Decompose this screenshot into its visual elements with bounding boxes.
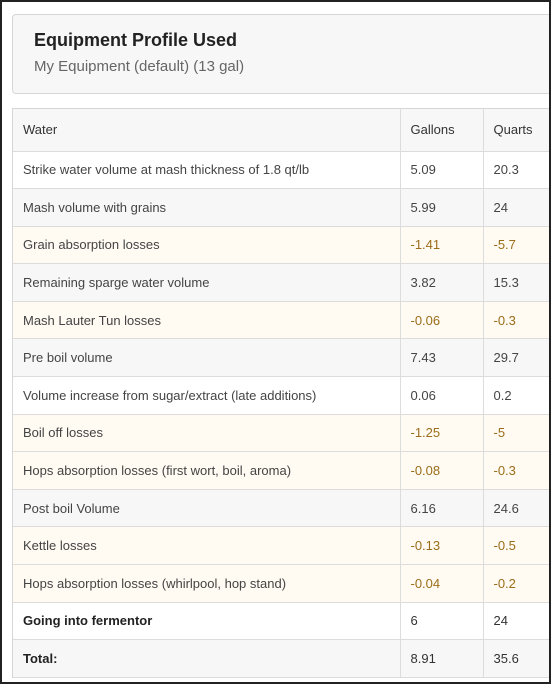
table-row: Hops absorption losses (first wort, boil… <box>13 451 549 490</box>
row-quarts: 0.2 <box>483 376 549 415</box>
row-gallons: 0.06 <box>400 376 484 415</box>
row-label: Grain absorption losses <box>13 226 401 265</box>
row-label: Pre boil volume <box>13 338 401 378</box>
header-water: Water <box>13 109 401 152</box>
table-row: Total: 8.91 35.6 <box>13 639 549 678</box>
row-label: Mash Lauter Tun losses <box>13 301 401 340</box>
row-label: Volume increase from sugar/extract (late… <box>13 376 401 415</box>
table-row: Mash volume with grains 5.99 24 <box>13 188 549 227</box>
row-label: Boil off losses <box>13 414 401 453</box>
row-gallons: -0.06 <box>400 301 484 340</box>
header-gallons: Gallons <box>400 109 484 152</box>
row-quarts: 24 <box>483 188 549 227</box>
row-quarts: -0.5 <box>483 526 549 566</box>
table-row: Mash Lauter Tun losses -0.06 -0.3 <box>13 301 549 340</box>
water-volumes-table: Water Gallons Quarts Strike water volume… <box>13 109 549 678</box>
table-header-row: Water Gallons Quarts <box>13 109 549 152</box>
equipment-profile-card: Equipment Profile Used My Equipment (def… <box>12 14 549 94</box>
table-row: Post boil Volume 6.16 24.6 <box>13 489 549 528</box>
table-row: Hops absorption losses (whirlpool, hop s… <box>13 564 549 603</box>
row-quarts: -0.3 <box>483 301 549 340</box>
row-gallons: 8.91 <box>400 639 484 678</box>
row-quarts: 24 <box>483 602 549 641</box>
row-gallons: -0.04 <box>400 564 484 603</box>
row-quarts: -5.7 <box>483 226 549 265</box>
equipment-profile-title: Equipment Profile Used <box>34 30 238 50</box>
row-label: Strike water volume at mash thickness of… <box>13 151 401 190</box>
row-gallons: -0.08 <box>400 451 484 490</box>
row-quarts: -0.2 <box>483 564 549 603</box>
row-quarts: 15.3 <box>483 263 549 302</box>
row-quarts: 35.6 <box>483 639 549 678</box>
row-quarts: -5 <box>483 414 549 453</box>
row-gallons: 5.99 <box>400 188 484 227</box>
row-label: Hops absorption losses (whirlpool, hop s… <box>13 564 401 603</box>
table-row: Remaining sparge water volume 3.82 15.3 <box>13 263 549 302</box>
table-row: Going into fermentor 6 24 <box>13 602 549 641</box>
header-quarts: Quarts <box>483 109 549 152</box>
row-label: Post boil Volume <box>13 489 401 528</box>
table-row: Boil off losses -1.25 -5 <box>13 414 549 453</box>
table-row: Kettle losses -0.13 -0.5 <box>13 526 549 566</box>
row-quarts: -0.3 <box>483 451 549 490</box>
row-label: Kettle losses <box>13 526 401 566</box>
row-gallons: 7.43 <box>400 338 484 378</box>
row-gallons: 6 <box>400 602 484 641</box>
row-gallons: 5.09 <box>400 151 484 190</box>
row-quarts: 24.6 <box>483 489 549 528</box>
table-row: Volume increase from sugar/extract (late… <box>13 376 549 415</box>
row-label: Total: <box>13 639 401 678</box>
table-row: Grain absorption losses -1.41 -5.7 <box>13 226 549 265</box>
row-label: Hops absorption losses (first wort, boil… <box>13 451 401 490</box>
row-gallons: 6.16 <box>400 489 484 528</box>
row-gallons: 3.82 <box>400 263 484 302</box>
water-volumes-table-container: Water Gallons Quarts Strike water volume… <box>12 108 549 678</box>
row-label: Mash volume with grains <box>13 188 401 227</box>
table-row: Strike water volume at mash thickness of… <box>13 151 549 190</box>
row-gallons: -1.25 <box>400 414 484 453</box>
row-quarts: 20.3 <box>483 151 549 190</box>
equipment-profile-name: My Equipment (default) (13 gal) <box>34 58 245 75</box>
row-quarts: 29.7 <box>483 338 549 378</box>
table-body: Strike water volume at mash thickness of… <box>13 151 549 678</box>
row-label: Going into fermentor <box>13 602 401 641</box>
row-gallons: -0.13 <box>400 526 484 566</box>
table-row: Pre boil volume 7.43 29.7 <box>13 338 549 378</box>
row-label: Remaining sparge water volume <box>13 263 401 302</box>
row-gallons: -1.41 <box>400 226 484 265</box>
